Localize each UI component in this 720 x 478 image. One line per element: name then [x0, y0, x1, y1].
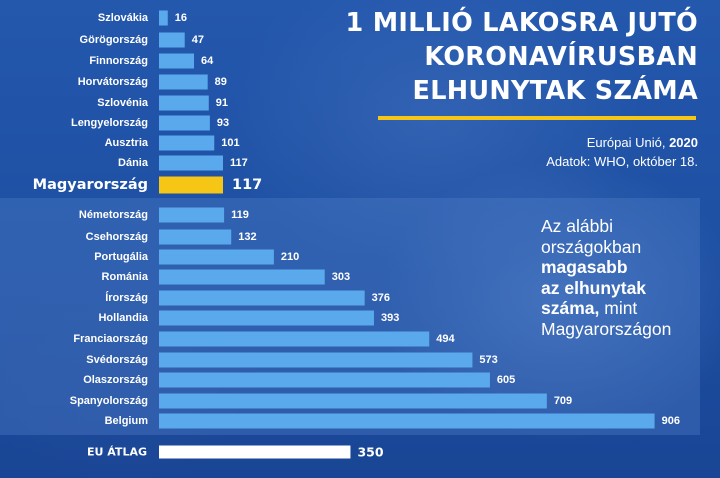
value-label-lengyelorszag: 93	[217, 117, 229, 129]
value-label-spanyolorszag: 709	[554, 395, 572, 407]
value-label-szlovenia: 91	[216, 97, 228, 109]
bar-irorszag	[159, 290, 365, 306]
bar-finnorszag	[159, 53, 195, 69]
value-label-hollandia: 393	[381, 312, 399, 324]
value-label-ausztria: 101	[221, 137, 239, 149]
source-region-label: Európai Unió,	[586, 135, 670, 150]
bar-olaszorszag	[159, 372, 490, 388]
bar-szlovenia	[159, 95, 209, 111]
value-label-eu-atlag: 350	[357, 445, 383, 460]
category-label-belgium: Belgium	[105, 415, 149, 427]
note-bold-2: az elhunytak	[541, 277, 647, 298]
category-label-svedorszag: Svédország	[86, 354, 148, 366]
note-tail: mint	[599, 298, 638, 318]
bar-franciaorszag	[159, 331, 430, 347]
source-data: Adatok: WHO, október 18.	[546, 154, 698, 169]
value-label-belgium: 906	[662, 415, 680, 427]
page-title: 1 MILLIÓ LAKOSRA JUTÓ KORONAVÍRUSBAN ELH…	[238, 6, 698, 108]
bar-hollandia	[159, 310, 374, 326]
category-label-lengyelorszag: Lengyelország	[71, 117, 148, 129]
category-label-portugalia: Portugália	[94, 251, 149, 263]
value-label-svedorszag: 573	[479, 354, 497, 366]
bar-belgium	[159, 413, 655, 429]
note-bold-3: száma,	[541, 298, 600, 318]
note-bold-1: magasabb	[541, 257, 628, 277]
value-label-irorszag: 376	[372, 292, 390, 304]
category-label-olaszorszag: Olaszország	[83, 374, 148, 386]
value-label-finnorszag: 64	[201, 55, 214, 67]
bar-horvatorszag	[159, 74, 208, 90]
bar-svedorszag	[159, 352, 473, 368]
category-label-dania: Dánia	[118, 157, 149, 169]
category-label-romania: Románia	[102, 271, 149, 283]
category-label-gorogorszag: Görögország	[80, 34, 148, 46]
bar-nemetorszag	[159, 207, 225, 223]
value-label-olaszorszag: 605	[497, 374, 515, 386]
bar-ausztria	[159, 135, 215, 151]
source-year: 2020	[669, 135, 698, 150]
comparison-note: Az alábbi országokban magasabb az elhuny…	[541, 216, 711, 339]
title-line-2: KORONAVÍRUSBAN	[424, 42, 698, 72]
category-label-spanyolorszag: Spanyolország	[70, 395, 148, 407]
bar-spanyolorszag	[159, 393, 547, 409]
title-line-1: 1 MILLIÓ LAKOSRA JUTÓ	[345, 8, 698, 38]
title-line-3: ELHUNYTAK SZÁMA	[412, 76, 698, 106]
bar-dania	[159, 155, 223, 171]
bar-szlovakia	[159, 10, 168, 26]
category-label-csehorszag: Csehország	[86, 231, 148, 243]
bar-gorogorszag	[159, 32, 185, 48]
bar-romania	[159, 269, 325, 285]
bar-magyarorszag	[159, 176, 223, 194]
bar-portugalia	[159, 249, 274, 265]
value-label-dania: 117	[230, 157, 248, 169]
source-region: Európai Unió, 2020	[587, 135, 698, 150]
category-label-szlovenia: Szlovénia	[97, 97, 149, 109]
value-label-horvatorszag: 89	[215, 76, 227, 88]
bar-csehorszag	[159, 229, 232, 245]
value-label-szlovakia: 16	[175, 12, 187, 24]
category-label-finnorszag: Finnország	[89, 55, 148, 67]
value-label-gorogorszag: 47	[192, 34, 204, 46]
bar-lengyelorszag	[159, 115, 210, 131]
category-label-magyarorszag: Magyarország	[33, 177, 148, 193]
category-label-irorszag: Írország	[105, 291, 148, 304]
category-label-horvatorszag: Horvátország	[78, 76, 148, 88]
value-label-romania: 303	[332, 271, 350, 283]
value-label-franciaorszag: 494	[436, 333, 455, 345]
category-label-hollandia: Hollandia	[98, 312, 148, 324]
note-line-last: Magyarországon	[541, 318, 672, 339]
category-label-szlovakia: Szlovákia	[98, 12, 149, 24]
note-line-1: Az alábbi	[541, 216, 613, 236]
category-label-ausztria: Ausztria	[105, 137, 149, 149]
value-label-nemetorszag: 119	[231, 209, 249, 221]
category-label-eu-atlag: EU ÁTLAG	[87, 446, 147, 459]
value-label-portugalia: 210	[281, 251, 299, 263]
category-label-franciaorszag: Franciaország	[73, 333, 148, 345]
bar-eu-atlag	[159, 445, 351, 459]
title-underline	[378, 116, 696, 120]
value-label-magyarorszag: 117	[232, 177, 262, 193]
category-label-nemetorszag: Németország	[79, 209, 148, 221]
note-line-2: országokban	[541, 236, 642, 257]
value-label-csehorszag: 132	[238, 231, 256, 243]
